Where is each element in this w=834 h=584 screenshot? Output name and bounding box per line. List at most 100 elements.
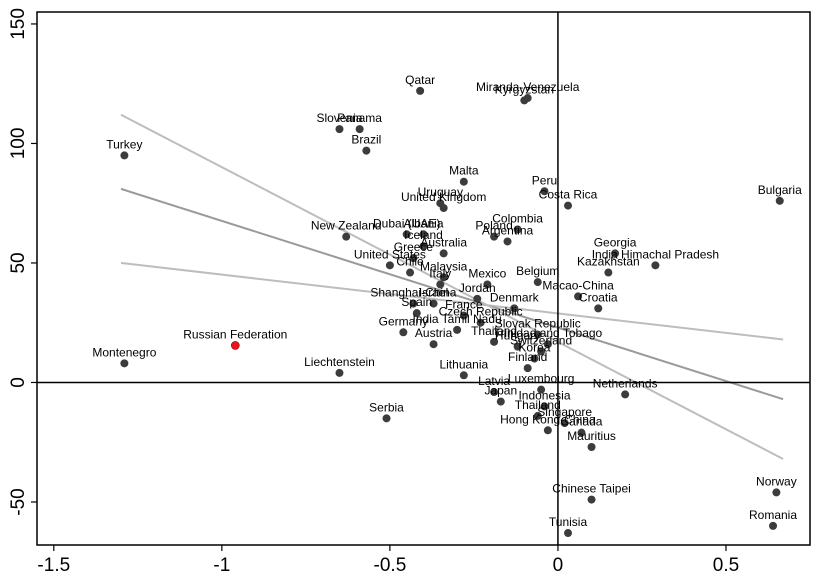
point-label: Luxembourg	[508, 372, 575, 386]
point-label: Germany	[379, 314, 428, 328]
data-point	[543, 426, 552, 435]
point-label: Malta	[449, 164, 479, 178]
data-point	[416, 86, 425, 95]
data-point	[342, 232, 351, 241]
data-point	[120, 359, 129, 368]
data-point	[439, 273, 448, 282]
point-label: Romania	[749, 508, 797, 522]
data-point	[402, 230, 411, 239]
y-tick-label: 50	[8, 252, 29, 273]
point-label: Shanghai-China	[370, 286, 456, 300]
data-point	[651, 261, 660, 270]
point-label: Switzerland	[510, 333, 572, 347]
data-point	[459, 371, 468, 380]
x-tick-label: -1	[213, 555, 230, 576]
data-point	[604, 268, 613, 277]
data-points	[120, 86, 784, 538]
data-point	[406, 268, 415, 277]
data-point	[775, 196, 784, 205]
point-label: Greece	[394, 240, 434, 254]
point-label: United States	[354, 247, 426, 261]
data-point	[543, 340, 552, 349]
fit-line-3	[120, 113, 784, 460]
data-point	[510, 304, 519, 313]
data-point	[412, 309, 421, 318]
data-point	[362, 146, 371, 155]
data-point	[577, 428, 586, 437]
point-label: Albania	[403, 216, 443, 230]
data-point	[453, 325, 462, 334]
data-point	[419, 242, 428, 251]
point-label: Montenegro	[92, 345, 156, 359]
data-point	[564, 201, 573, 210]
data-point	[429, 299, 438, 308]
data-point	[483, 280, 492, 289]
point-label: Argentina	[482, 223, 534, 237]
data-point	[436, 280, 445, 289]
data-point	[594, 304, 603, 313]
point-label: Costa Rica	[539, 188, 598, 202]
point-label: United Kingdom	[401, 190, 486, 204]
data-point	[523, 364, 532, 373]
point-label: Macao-China	[542, 278, 614, 292]
data-point	[496, 397, 505, 406]
data-point	[459, 311, 468, 320]
point-label: Spain	[401, 295, 432, 309]
data-point	[399, 328, 408, 337]
point-label: Norway	[756, 474, 797, 488]
point-label: Belgium	[516, 264, 559, 278]
data-point	[503, 237, 512, 246]
data-point	[540, 187, 549, 196]
data-point	[513, 342, 522, 351]
data-point	[385, 261, 394, 270]
data-point	[490, 388, 499, 397]
data-point	[769, 521, 778, 530]
point-label: Brazil	[351, 133, 381, 147]
x-tick-label: -1.5	[37, 555, 70, 576]
data-point	[409, 299, 418, 308]
y-tick-label: 150	[8, 8, 29, 40]
point-label: Austria	[415, 326, 453, 340]
point-label: Slovenia	[316, 111, 362, 125]
point-label: Kazakhstan	[577, 255, 640, 269]
fit-line-2	[120, 187, 784, 401]
point-label: Canada	[560, 415, 602, 429]
point-label: India Tamil Nadu	[413, 312, 502, 326]
point-label: Uruguay	[418, 185, 463, 199]
data-point	[473, 294, 482, 303]
data-point	[230, 341, 240, 350]
data-point	[355, 125, 364, 134]
point-label: Australia	[420, 235, 467, 249]
point-label: Thailand	[471, 324, 517, 338]
point-label: Dubai (UAE)	[373, 216, 440, 230]
data-point	[439, 249, 448, 258]
point-label: Russian Federation	[183, 327, 287, 341]
point-label: Poland	[475, 219, 512, 233]
point-label: Hong Kong-China	[500, 412, 596, 426]
point-label: Trinidad and Tobago	[493, 326, 602, 340]
data-point	[621, 390, 630, 399]
data-point	[490, 337, 499, 346]
point-label: Jordan	[459, 281, 496, 295]
point-labels: Turkey Montenegro Russian Federation Sloven…	[92, 73, 802, 529]
point-label: Chinese Taipei	[552, 482, 631, 496]
y-tick-label: 100	[8, 128, 29, 160]
point-label: Japan	[484, 384, 517, 398]
data-point	[537, 347, 546, 356]
point-label: Qatar	[405, 73, 435, 87]
point-label: India Himachal Pradesh	[592, 247, 719, 261]
point-label: Mexico	[468, 266, 506, 280]
point-label: Liechtenstein	[304, 355, 375, 369]
plot-frame	[36, 11, 811, 546]
point-label: Croatia	[579, 290, 618, 304]
data-point	[409, 254, 418, 263]
point-label: Serbia	[369, 400, 404, 414]
data-point	[120, 151, 129, 160]
point-label: Hungary	[495, 329, 540, 343]
point-label: Netherlands	[593, 376, 658, 390]
data-point	[429, 340, 438, 349]
point-label: Singapore	[537, 405, 592, 419]
point-label: Korea	[518, 341, 550, 355]
x-tick-label: -0.5	[374, 555, 407, 576]
